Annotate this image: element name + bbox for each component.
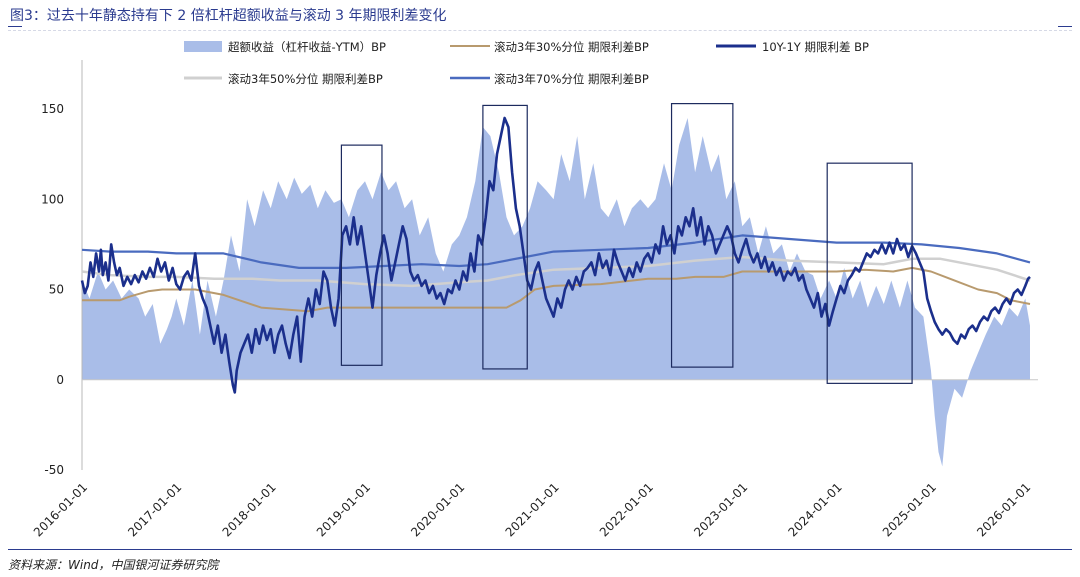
series-area-excess — [82, 118, 1030, 467]
series-line-spread — [80, 116, 1031, 394]
plot-area: 150 100 50 0 -50 2016-01-01 2017-01-01 2018-01-… — [31, 60, 1038, 539]
x-tick-label: 2021-01-01 — [503, 480, 562, 539]
y-tick-label: 150 — [41, 102, 64, 116]
highlight-box-4 — [826, 162, 913, 384]
title-left-mark — [8, 26, 22, 27]
y-tick-label: -50 — [44, 463, 64, 477]
x-tick-label: 2025-01-01 — [880, 480, 939, 539]
x-tick-label: 2019-01-01 — [314, 480, 373, 539]
x-tick-label: 2020-01-01 — [408, 480, 467, 539]
legend-label-p70: 滚动3年70%分位 期限利差BP — [494, 72, 649, 86]
y-tick-label: 0 — [56, 373, 64, 387]
chart-svg: 超额收益（杠杆收益-YTM）BP 滚动3年30%分位 期限利差BP 10Y-1Y… — [31, 40, 1038, 539]
y-tick-label: 50 — [49, 283, 64, 297]
highlight-box-1 — [340, 144, 383, 366]
y-tick-label: 100 — [41, 192, 64, 206]
chart-title: 图3：过去十年静态持有下 2 倍杠杆超额收益与滚动 3 年期限利差变化 — [10, 8, 447, 24]
highlight-box-2 — [482, 104, 528, 370]
highlight-box-3 — [670, 103, 734, 368]
series-line-p30 — [82, 266, 1031, 313]
legend-label-p30: 滚动3年30%分位 期限利差BP — [494, 40, 649, 54]
legend-label-p50: 滚动3年50%分位 期限利差BP — [228, 72, 383, 86]
x-tick-label: 2024-01-01 — [786, 480, 845, 539]
x-tick-label: 2022-01-01 — [597, 480, 656, 539]
x-tick-label: 2016-01-01 — [31, 480, 90, 539]
title-right-mark — [1058, 26, 1072, 27]
legend-label-spread: 10Y-1Y 期限利差 BP — [762, 40, 869, 54]
x-tick-label: 2017-01-01 — [125, 480, 184, 539]
footer-divider — [8, 549, 1072, 550]
chart-legend: 超额收益（杠杆收益-YTM）BP 滚动3年30%分位 期限利差BP 10Y-1Y… — [184, 40, 869, 86]
source-note: 资料来源：Wind，中国银河证券研究院 — [8, 558, 219, 572]
legend-label-excess: 超额收益（杠杆收益-YTM）BP — [228, 40, 386, 54]
x-tick-label: 2018-01-01 — [220, 480, 279, 539]
x-tick-label: 2026-01-01 — [974, 480, 1033, 539]
x-tick-label: 2023-01-01 — [691, 480, 750, 539]
title-divider — [8, 30, 1072, 31]
legend-swatch-excess — [184, 41, 222, 52]
